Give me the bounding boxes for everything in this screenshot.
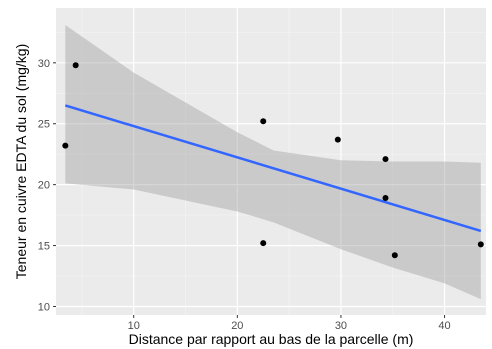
y-tick-label: 10 (38, 301, 50, 313)
x-axis-ticks: 10 20 30 40 (128, 315, 451, 332)
data-point (382, 156, 389, 163)
data-point (260, 240, 267, 247)
y-tick-label: 20 (38, 180, 50, 192)
y-tick-label: 25 (38, 119, 50, 131)
data-point (477, 241, 484, 248)
x-tick-label: 30 (335, 320, 347, 332)
x-tick-label: 20 (231, 320, 243, 332)
y-axis-ticks: 10 15 20 25 30 (38, 58, 56, 313)
data-point (72, 62, 79, 69)
y-tick-label: 30 (38, 58, 50, 70)
confidence-band (65, 25, 481, 300)
x-tick-label: 40 (438, 320, 450, 332)
data-point (260, 118, 267, 125)
major-gridlines (56, 8, 486, 315)
data-points (62, 62, 484, 259)
data-point (334, 136, 341, 143)
data-point (382, 195, 389, 202)
y-axis-title: Teneur en cuivre EDTA du sol (mg/kg) (13, 44, 29, 280)
data-point (391, 252, 398, 259)
x-axis-title: Distance par rapport au bas de la parcel… (129, 331, 414, 347)
plot-panel (56, 8, 486, 315)
x-tick-label: 10 (128, 320, 140, 332)
regression-line (64, 104, 482, 233)
y-tick-label: 15 (38, 241, 50, 253)
minor-gridlines (56, 8, 486, 315)
data-point (62, 142, 69, 149)
